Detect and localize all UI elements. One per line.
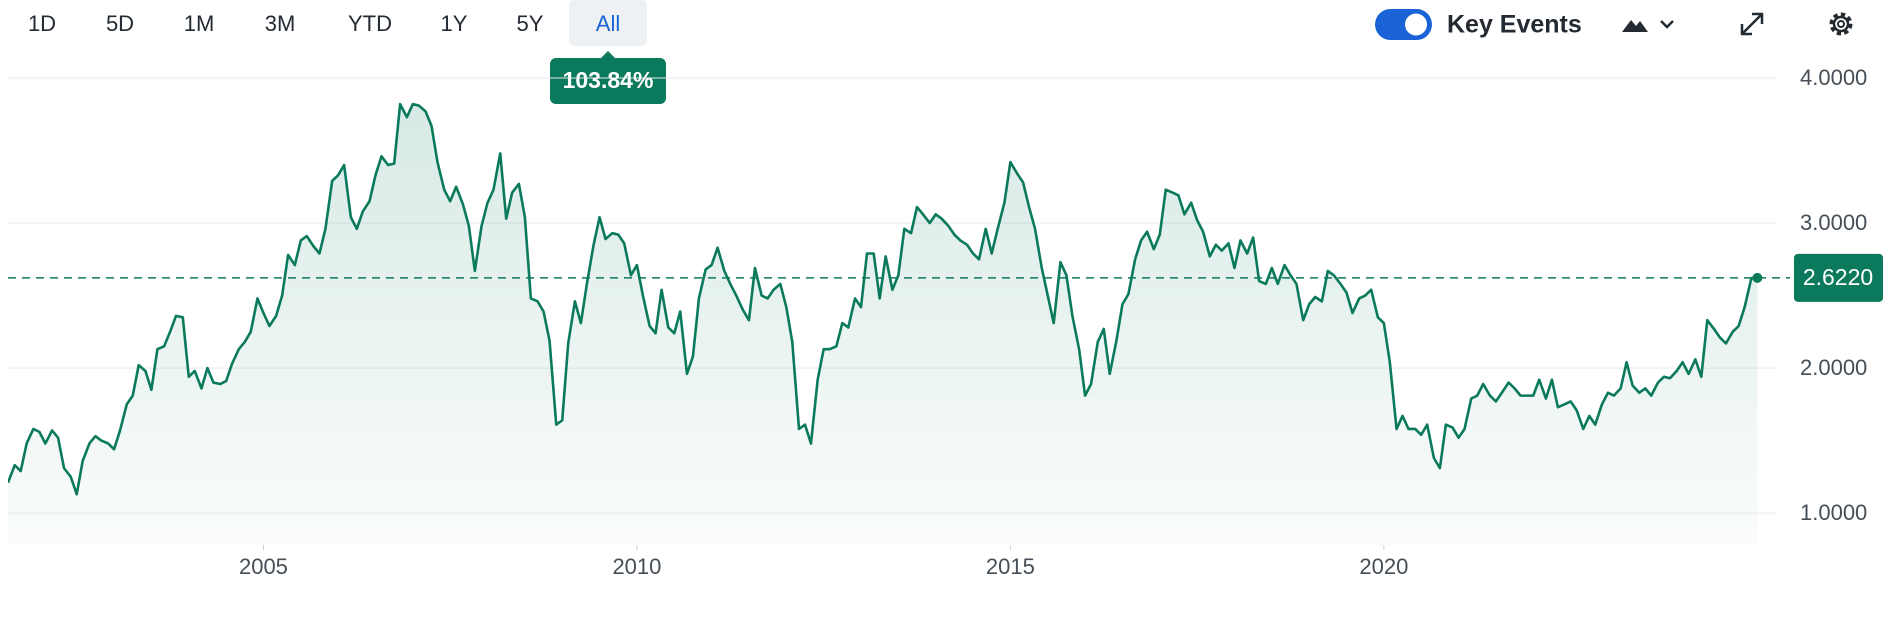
range-button[interactable]: 5D <box>106 11 134 36</box>
chart-type-menu[interactable] <box>1622 20 1674 32</box>
y-tick-label: 1.0000 <box>1800 500 1867 525</box>
range-button[interactable]: 1D <box>28 11 56 36</box>
expand-icon[interactable] <box>1740 12 1764 36</box>
chevron-icon[interactable] <box>1660 20 1674 29</box>
current-value-badge <box>1794 253 1883 302</box>
range-button[interactable]: 5Y <box>517 11 544 36</box>
change-tooltip <box>550 58 666 104</box>
last-point <box>1752 272 1763 283</box>
range-button[interactable]: 3M <box>265 11 296 36</box>
y-tick-label: 2.0000 <box>1800 355 1867 380</box>
toolbar: 1D 5D 1M 3M YTD 1Y 5Y All 103.84% <box>28 0 666 104</box>
gear-ring[interactable] <box>1832 15 1850 33</box>
y-tick-label: 3.0000 <box>1800 210 1867 235</box>
x-tick-label: 2015 <box>986 554 1035 579</box>
x-tick-label: 2005 <box>239 554 288 579</box>
area-fill <box>8 104 1758 546</box>
plot-area: 1.0000 2.0000 3.0000 4.0000 2005 2010 2015 2020… <box>8 65 1883 579</box>
toggle-knob[interactable] <box>1405 13 1427 36</box>
range-button-highlight[interactable] <box>569 0 647 46</box>
key-events-toggle[interactable]: Key Events <box>1375 9 1582 40</box>
change-label: 103.84% <box>563 67 654 93</box>
key-events-label[interactable]: Key Events <box>1447 11 1582 39</box>
gear-hub[interactable] <box>1837 20 1845 28</box>
gear-teeth[interactable] <box>1829 12 1853 36</box>
range-button[interactable]: All <box>596 11 620 36</box>
range-button[interactable]: 1Y <box>441 11 468 36</box>
mountain-icon[interactable] <box>1622 20 1648 32</box>
range-button[interactable]: 1M <box>184 11 215 36</box>
expand-button[interactable] <box>1740 12 1764 36</box>
change-tooltip-pointer <box>600 51 616 59</box>
y-tick-label: 4.0000 <box>1800 65 1867 90</box>
settings-button[interactable] <box>1829 12 1853 36</box>
x-tick-label: 2020 <box>1359 554 1408 579</box>
range-button[interactable]: YTD <box>348 11 392 36</box>
current-value-label: 2.6220 <box>1803 264 1873 290</box>
x-tick-label: 2010 <box>612 554 661 579</box>
